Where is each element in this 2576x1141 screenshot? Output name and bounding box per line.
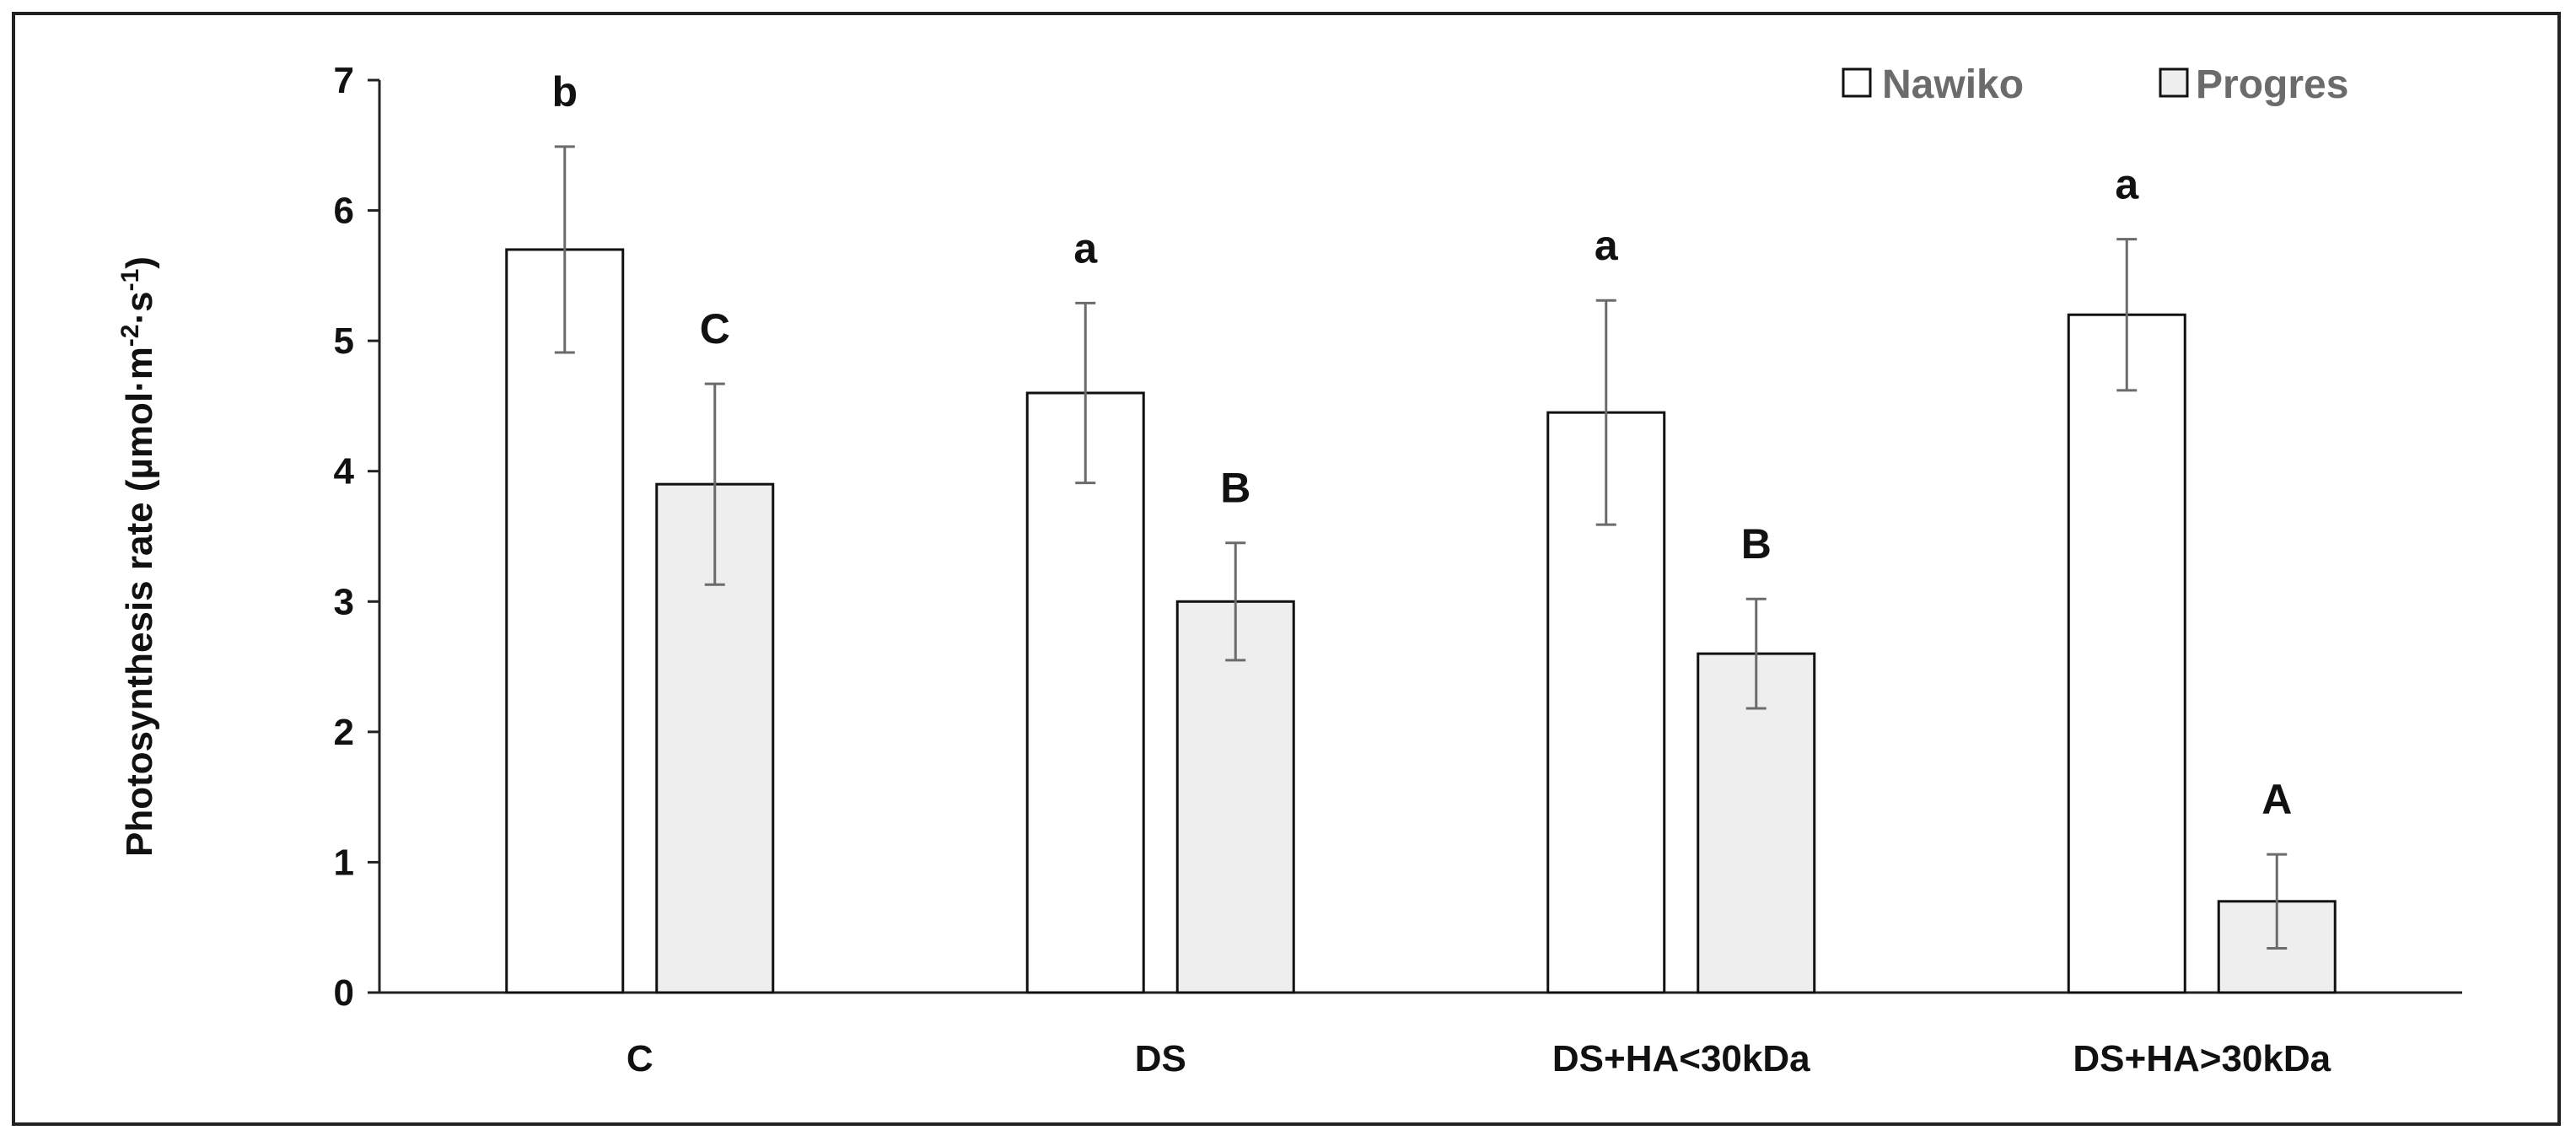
sig-label-progres-3: A (2261, 776, 2292, 823)
chart-frame (12, 12, 2561, 1126)
legend: Nawiko Progres (1842, 62, 2348, 107)
y-tick-label-4: 4 (334, 451, 355, 492)
y-tick-label-6: 6 (334, 191, 354, 232)
x-tick-label-2: DS+HA<30kDa (1552, 1038, 1810, 1079)
y-axis-title: Photosynthesis rate (µmol·m-2·s-1) (116, 256, 160, 857)
y-tick-label-2: 2 (334, 712, 354, 753)
sig-label-progres-0: C (700, 305, 730, 353)
sig-label-nawiko-1: a (1073, 224, 1098, 272)
y-tick-label-5: 5 (334, 320, 354, 362)
legend-label-nawiko: Nawiko (1882, 62, 2024, 107)
x-tick-label-3: DS+HA>30kDa (2073, 1038, 2331, 1079)
bar-progres-1 (1175, 600, 1295, 994)
x-tick-label-1: DS (1135, 1038, 1186, 1079)
plot-area: 0 1 2 3 4 5 6 7 Cb C DS a B DS+HA<30kDa a B DS+HA>30kDa a… (334, 60, 2462, 1079)
legend-swatch-progres (2159, 67, 2189, 98)
y-tick-label-7: 7 (334, 60, 354, 101)
bar-progres-2 (1697, 652, 1816, 994)
legend-swatch-nawiko (1842, 67, 1872, 98)
y-axis-title-sup2: -1 (116, 269, 144, 292)
y-axis-title-main: Photosynthesis rate (µmol·m (119, 347, 160, 857)
sig-label-progres-2: B (1741, 520, 1772, 568)
y-axis-title-end: ) (119, 256, 160, 269)
legend-label-progres: Progres (2196, 62, 2348, 107)
x-tick-label-0: C (627, 1038, 653, 1079)
y-axis-title-sup1: -2 (116, 324, 144, 347)
y-tick-label-1: 1 (334, 842, 354, 883)
y-tick-label-3: 3 (334, 581, 354, 622)
sig-label-nawiko-2: a (1595, 222, 1619, 269)
bar-nawiko-3 (2067, 313, 2186, 994)
y-axis-title-mid: ·s (119, 291, 160, 324)
y-tick-label-0: 0 (334, 972, 354, 1014)
bar-nawiko-1 (1025, 391, 1145, 994)
bar-nawiko-0 (505, 248, 625, 994)
sig-label-nawiko-0: b (551, 68, 578, 116)
sig-label-nawiko-3: a (2115, 161, 2139, 208)
sig-label-progres-1: B (1220, 465, 1250, 512)
